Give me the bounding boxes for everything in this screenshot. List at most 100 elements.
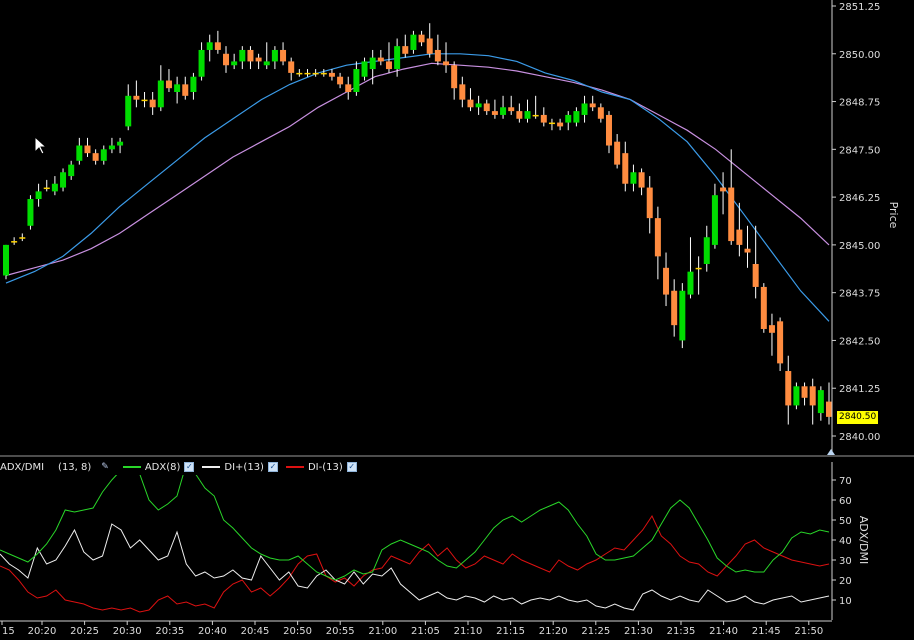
time-tick-label: 20:25 bbox=[70, 626, 99, 637]
candle-body bbox=[703, 237, 710, 264]
price-tick-label: 2847.50 bbox=[839, 145, 880, 156]
candle bbox=[491, 99, 498, 119]
candle-body bbox=[263, 61, 270, 66]
candle-body bbox=[508, 107, 515, 112]
candle-body bbox=[801, 386, 808, 398]
candle bbox=[312, 69, 319, 77]
candle bbox=[483, 99, 490, 115]
indicator-tick-label: 60 bbox=[839, 496, 852, 507]
indicator-tick-label: 30 bbox=[839, 556, 852, 567]
indicator-tick-label: 10 bbox=[839, 596, 852, 607]
mouse-pointer-icon bbox=[34, 136, 48, 155]
panel-splitter-arrow-icon[interactable] bbox=[827, 449, 835, 455]
candle-body bbox=[141, 99, 148, 102]
candle bbox=[157, 65, 164, 112]
time-tick-label: 15 bbox=[2, 626, 15, 637]
indicator-tick-label: 70 bbox=[839, 476, 852, 487]
candle-body bbox=[125, 95, 132, 127]
candle bbox=[614, 134, 621, 169]
candle bbox=[679, 283, 686, 349]
candle-body bbox=[11, 241, 18, 243]
candle bbox=[369, 49, 376, 85]
candle bbox=[117, 137, 124, 154]
indicator-tick-label: 40 bbox=[839, 536, 852, 547]
candle-body bbox=[100, 149, 107, 161]
candle-body bbox=[35, 191, 42, 200]
candle-body bbox=[280, 49, 287, 62]
candle bbox=[231, 53, 238, 70]
time-tick-label: 21:30 bbox=[624, 626, 653, 637]
candle bbox=[459, 76, 466, 108]
candle-body bbox=[443, 61, 450, 66]
candle bbox=[165, 69, 172, 92]
candle bbox=[663, 252, 670, 307]
candle-body bbox=[540, 114, 547, 123]
candle-body bbox=[679, 290, 686, 341]
candle-body bbox=[768, 325, 775, 333]
time-tick-label: 20:45 bbox=[241, 626, 270, 637]
candle-body bbox=[320, 72, 327, 75]
candle bbox=[581, 95, 588, 123]
candle-body bbox=[744, 248, 751, 253]
time-tick-label: 20:35 bbox=[155, 626, 184, 637]
time-tick-label: 21:50 bbox=[794, 626, 823, 637]
candle-body bbox=[532, 114, 539, 117]
candle-body bbox=[271, 49, 278, 62]
price-tick-label: 2842.50 bbox=[839, 336, 880, 347]
candle bbox=[777, 317, 784, 372]
candle bbox=[125, 84, 132, 131]
candle-body bbox=[426, 38, 433, 54]
adx-visibility-checkbox[interactable]: ✓ bbox=[184, 462, 195, 472]
candle bbox=[589, 95, 596, 112]
candle-body bbox=[361, 61, 368, 77]
ma-slow-line bbox=[5, 62, 830, 277]
price-axis[interactable]: 2851.25 2850.00 2848.75 2847.50 2846.25 2845.… bbox=[832, 2, 880, 443]
candle-body bbox=[198, 49, 205, 77]
candle bbox=[345, 76, 352, 100]
di-plus-visibility-checkbox[interactable]: ✓ bbox=[267, 462, 278, 472]
time-tick-label: 21:05 bbox=[411, 626, 440, 637]
candle bbox=[557, 118, 564, 131]
candle bbox=[206, 34, 213, 62]
settings-wrench-icon[interactable]: ✎ bbox=[101, 462, 109, 472]
candle bbox=[703, 225, 710, 272]
candle-body bbox=[809, 386, 816, 406]
time-tick-label: 20:50 bbox=[283, 626, 312, 637]
time-tick-label: 21:45 bbox=[752, 626, 781, 637]
candle bbox=[524, 99, 531, 123]
candle-body bbox=[255, 57, 262, 62]
candle-body bbox=[614, 141, 621, 165]
candle bbox=[239, 46, 246, 70]
price-tick-label: 2850.00 bbox=[839, 50, 880, 61]
candle-body bbox=[174, 84, 181, 92]
di-minus-swatch bbox=[285, 466, 304, 468]
candle-body bbox=[671, 290, 678, 326]
candle bbox=[190, 72, 197, 100]
time-tick-label: 21:15 bbox=[496, 626, 525, 637]
di-minus-visibility-checkbox[interactable]: ✓ bbox=[346, 462, 357, 472]
candle-body bbox=[548, 122, 555, 125]
candle bbox=[711, 183, 718, 249]
candle-body bbox=[589, 103, 596, 108]
candle bbox=[27, 195, 34, 230]
candle-body bbox=[793, 386, 800, 406]
candle-body bbox=[785, 371, 792, 406]
candle-body bbox=[687, 271, 694, 295]
candle-body bbox=[27, 199, 34, 226]
price-tick-label: 2848.75 bbox=[839, 98, 880, 109]
price-panel[interactable] bbox=[3, 23, 832, 425]
di-plus-legend-label: DI+(13) bbox=[224, 461, 264, 473]
candle-body bbox=[223, 53, 230, 66]
time-axis[interactable]: 15 20:20 20:25 20:30 20:35 20:40 20:45 20:50 20:… bbox=[1, 621, 823, 637]
candle bbox=[361, 57, 368, 81]
price-tick-label: 2845.00 bbox=[839, 241, 880, 252]
candle-body bbox=[711, 195, 718, 245]
indicator-axis[interactable]: 70 60 50 40 30 20 10 bbox=[832, 476, 852, 607]
di-minus-line bbox=[0, 514, 830, 613]
candle bbox=[565, 111, 572, 131]
candle bbox=[353, 61, 360, 96]
candle bbox=[785, 355, 792, 425]
candle bbox=[622, 141, 629, 192]
candle bbox=[760, 283, 767, 333]
